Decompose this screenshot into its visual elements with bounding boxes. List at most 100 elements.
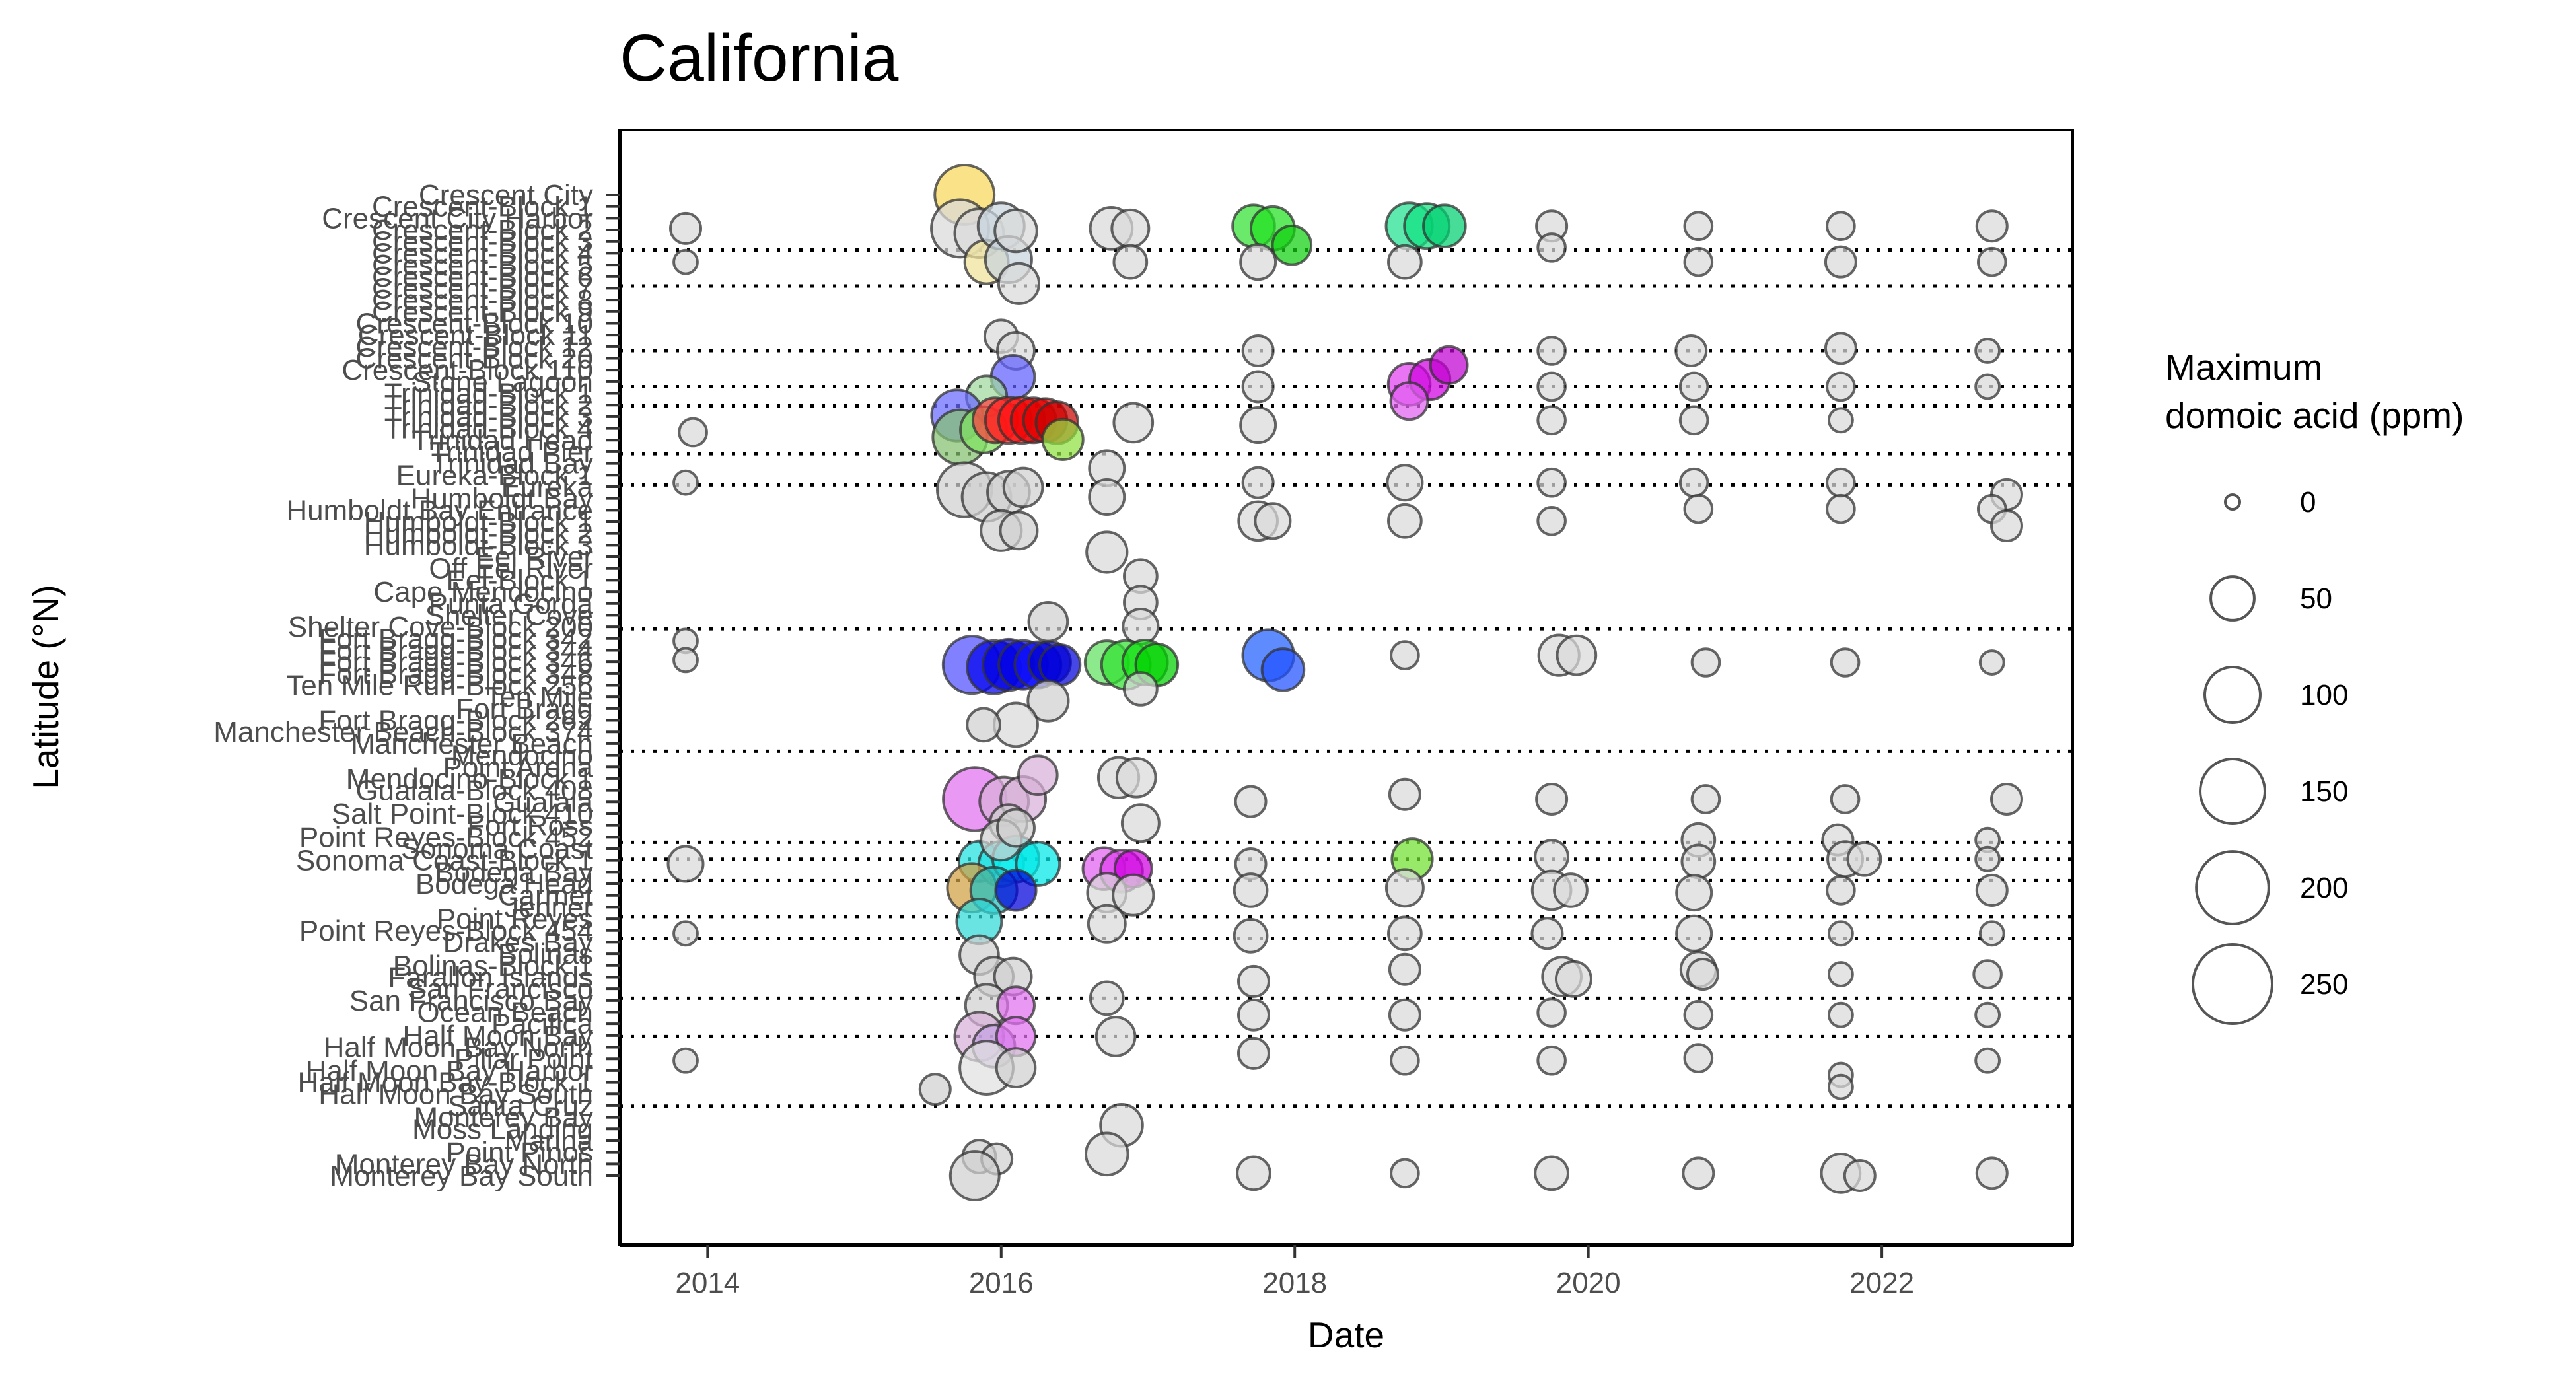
data-point <box>1112 873 1155 917</box>
y-tick-label: Ten Mile <box>485 681 593 713</box>
y-tick-label: Trinidad Pier <box>429 436 593 468</box>
data-point <box>1830 784 1861 814</box>
y-tick-label: Drakes Bay <box>443 926 593 958</box>
legend-title-line1: Maximum <box>2165 347 2322 388</box>
legend-key-label: 100 <box>2300 679 2348 711</box>
data-point <box>1826 371 1856 402</box>
legend: Maximum domoic acid (ppm) 0 50 100 150 200 25… <box>2165 347 2464 1026</box>
y-tick-label: Salt Point-Block 410 <box>332 798 593 830</box>
y-tick-label: Point Reyes-Block 454 <box>299 915 593 947</box>
y-tick-label: Crescent-Block 12 <box>356 331 593 363</box>
data-point <box>1536 336 1567 366</box>
y-tick-label: Trinidad Bay <box>431 448 593 480</box>
data-point <box>1387 503 1423 539</box>
data-point <box>1115 756 1157 799</box>
data-point <box>1826 467 1856 498</box>
data-point <box>666 845 705 883</box>
x-tick-label: 2016 <box>969 1267 1034 1299</box>
legend-key-circle <box>2199 758 2266 825</box>
legend-key-circle <box>2191 942 2274 1026</box>
data-point <box>1686 958 1720 991</box>
y-tick-label: Humboldt-Block 3 <box>364 529 593 561</box>
data-point <box>1974 1001 2001 1028</box>
legend-key-label: 0 <box>2300 486 2316 518</box>
y-tick-label: Crescent-Block 5 <box>372 249 593 281</box>
data-point <box>1975 1156 2009 1190</box>
data-point <box>1088 478 1126 516</box>
data-point <box>1094 1016 1137 1057</box>
data-point <box>1122 608 1160 646</box>
data-point <box>1233 918 1269 954</box>
data-point <box>1236 964 1271 998</box>
y-tick-label: Punta Gorda <box>429 588 594 620</box>
data-point <box>948 1150 1001 1201</box>
data-point <box>1682 1156 1715 1190</box>
data-point <box>1530 917 1564 950</box>
data-point <box>1553 872 1589 908</box>
data-point <box>1388 777 1421 811</box>
data-point <box>1556 634 1598 676</box>
legend-key-label: 150 <box>2300 775 2348 808</box>
x-tick-label: 2022 <box>1849 1267 1914 1299</box>
y-tick-label: Fort Ross <box>467 810 593 842</box>
y-tick-label: San Francisco <box>408 973 593 1005</box>
data-point <box>672 1047 699 1074</box>
legend-key-label: 50 <box>2300 583 2332 615</box>
y-tick-label: Moss Landing <box>412 1113 593 1145</box>
data-point <box>1123 671 1159 707</box>
data-point <box>1536 232 1567 263</box>
data-point <box>1241 466 1275 499</box>
data-point <box>1026 679 1070 723</box>
plot-panel-border <box>618 129 2074 1246</box>
y-tick-label: Point Pinos <box>446 1137 593 1169</box>
data-point <box>1826 493 1856 524</box>
y-tick-label: Half Moon Bay-Block 1 <box>297 1067 593 1099</box>
y-tick-label: Crescent-Block 8 <box>372 284 593 316</box>
y-tick-label: Monterey Bay <box>414 1102 593 1134</box>
x-tick-label: 2014 <box>675 1267 740 1299</box>
data-point <box>1089 980 1125 1016</box>
data-point <box>1120 803 1161 843</box>
data-point <box>1846 841 1882 877</box>
data-point <box>1826 875 1856 906</box>
y-tick-label: Fort Bragg-Block 346 <box>318 646 593 678</box>
data-point <box>1534 839 1569 874</box>
data-point <box>1683 1043 1714 1073</box>
data-point <box>668 211 703 245</box>
x-axis-title: Date <box>1308 1314 1384 1355</box>
y-tick-label: Manchester Beach-Block 374 <box>213 716 593 748</box>
y-tick-label: Crescent City Harbor <box>322 202 593 234</box>
data-point <box>1390 1045 1420 1076</box>
y-tick-label: Trinidad-Block 2 <box>384 389 593 421</box>
x-axis-ticks: 2014 2016 2018 2020 2022 <box>675 1245 1914 1299</box>
y-tick-label: Fort Bragg-Block 344 <box>318 634 593 666</box>
y-tick-label: Humboldt Bay <box>411 483 593 515</box>
y-tick-label: Bolinas <box>498 938 593 970</box>
data-point <box>1387 244 1423 280</box>
data-point <box>1536 467 1567 498</box>
y-tick-label: Crescent-Block 2 <box>372 214 593 246</box>
data-point <box>1236 998 1271 1032</box>
legend-title-line2: domoic acid (ppm) <box>2165 395 2464 436</box>
data-point <box>1827 1073 1854 1100</box>
y-tick-label: Point Reyes-Block 452 <box>299 821 593 853</box>
data-point <box>1683 493 1714 524</box>
y-tick-label: Eel-Block 1 <box>446 564 593 596</box>
data-point <box>1389 381 1429 421</box>
data-point <box>1241 334 1275 368</box>
data-point <box>997 262 1041 305</box>
data-point <box>1678 371 1709 402</box>
data-point <box>1017 754 1059 796</box>
y-tick-label: Sonoma Coast <box>401 833 593 865</box>
y-tick-label: Crescent-Block 20 <box>356 343 593 375</box>
data-point <box>1674 334 1708 368</box>
data-point <box>1678 467 1709 498</box>
data-point <box>1085 530 1129 574</box>
y-tick-label: Bodega Bay <box>435 856 593 888</box>
y-tick-label: Stone Lagoon <box>412 366 593 398</box>
legend-key-circle <box>2209 575 2256 622</box>
data-point <box>1534 1155 1569 1191</box>
data-point <box>1675 874 1713 912</box>
y-tick-label: Eel River <box>476 541 594 573</box>
data-point <box>1972 959 2003 989</box>
